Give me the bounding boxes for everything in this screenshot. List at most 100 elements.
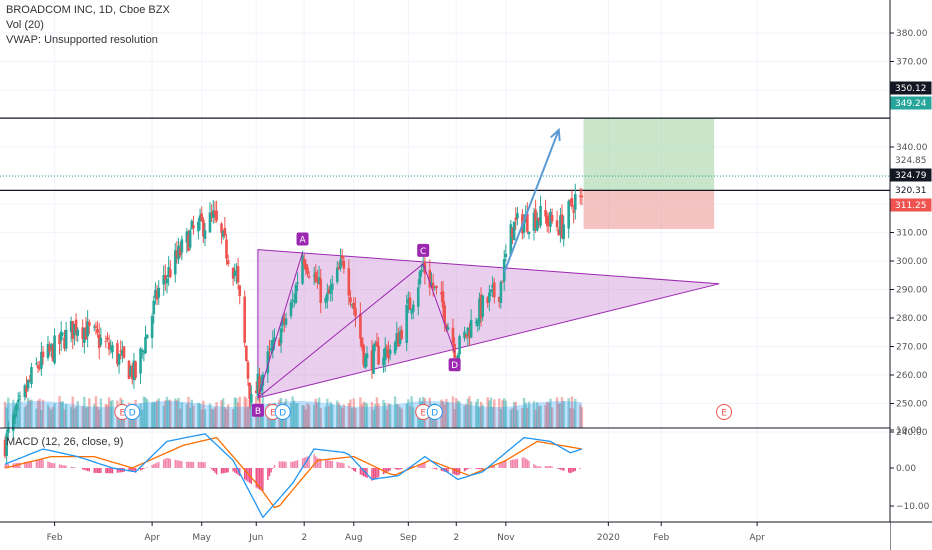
candle-body <box>294 284 298 303</box>
macd-line <box>4 433 583 519</box>
candle-body <box>354 307 357 317</box>
volume-bar <box>260 407 263 428</box>
price-tag <box>890 153 932 167</box>
candle-body <box>111 345 114 353</box>
candle-body <box>375 341 379 347</box>
volume-bar <box>572 408 575 428</box>
y-tick-label: 340.00 <box>896 143 928 153</box>
pattern-point-a <box>296 232 309 246</box>
volume-bar <box>35 408 38 428</box>
candle-body <box>279 328 283 344</box>
candle-body <box>393 342 397 354</box>
candle-body <box>451 327 455 344</box>
candle-body <box>486 297 489 304</box>
y-tick-label: 370.00 <box>896 58 928 68</box>
candle-body <box>59 331 63 341</box>
earnings-label: E <box>420 409 426 419</box>
pattern-label-d: D <box>451 361 458 371</box>
candle-body <box>53 335 56 364</box>
candle-body <box>249 394 253 403</box>
volume-bar <box>83 396 86 428</box>
candle-body <box>225 239 228 259</box>
candle-body <box>18 395 22 397</box>
candle-body <box>162 275 165 285</box>
volume-bar <box>293 400 296 428</box>
candle-body <box>169 269 172 278</box>
candle-body <box>210 213 213 215</box>
volume-bar <box>30 399 33 428</box>
candle-body <box>337 267 341 270</box>
volume-bar <box>145 399 149 428</box>
trend-arrow[interactable] <box>503 127 561 273</box>
volume-bar <box>512 402 516 428</box>
candle-body <box>317 277 321 285</box>
candle-body <box>76 329 80 336</box>
dividend-marker <box>426 404 443 420</box>
volume-bar <box>291 396 294 428</box>
candle-body <box>119 350 123 352</box>
volume-bar <box>202 400 205 428</box>
dividend-marker <box>124 404 141 420</box>
candle-body <box>15 403 18 411</box>
candle-body <box>550 215 554 222</box>
volume-bar <box>370 402 374 428</box>
horizontal-lines[interactable] <box>0 117 890 191</box>
dividend-marker <box>274 404 291 420</box>
candle-body <box>203 230 207 239</box>
volume-bar <box>64 404 68 428</box>
volume-bar <box>522 397 526 428</box>
candle-body <box>7 428 10 434</box>
long-position-tool[interactable] <box>583 118 715 229</box>
candle-body <box>64 329 68 349</box>
candle-body <box>197 221 200 232</box>
volume-bar <box>536 402 539 428</box>
candle-body <box>132 360 136 380</box>
candle-body <box>130 365 134 380</box>
volume-bar <box>385 409 389 428</box>
volume-bar <box>451 396 455 428</box>
volume-bar <box>248 399 251 428</box>
volume-bar <box>545 401 549 428</box>
candle-body <box>307 276 311 278</box>
candle-body <box>499 281 503 303</box>
candle-body <box>547 222 551 224</box>
candle-body <box>458 336 461 355</box>
volume-bar <box>301 405 304 428</box>
y-tick-label: 290.00 <box>896 286 928 296</box>
volume-bar <box>220 400 223 428</box>
candle-body <box>560 214 564 238</box>
candle-body <box>296 282 299 284</box>
candle-body <box>236 266 240 283</box>
candle-body <box>129 367 132 376</box>
candle-body <box>38 367 42 369</box>
volume-bar <box>464 404 468 428</box>
volume-bar <box>23 406 27 428</box>
price-tag-label: 349.24 <box>895 99 927 109</box>
volume-bar <box>400 408 403 428</box>
candle-body <box>188 230 192 248</box>
candle-body <box>167 267 170 277</box>
volume-bar <box>499 409 503 428</box>
x-tick-label: Nov <box>497 533 515 543</box>
volume-bar <box>476 398 479 428</box>
volume-bar <box>61 401 65 428</box>
candle-body <box>215 210 218 221</box>
volume-bar <box>200 409 203 428</box>
candle-body <box>430 282 433 287</box>
volume-bar <box>456 400 460 428</box>
candle-body <box>46 343 50 358</box>
candle-body <box>342 260 346 269</box>
candle-body <box>96 329 99 333</box>
abcd-pattern[interactable]: A B C D <box>251 232 461 417</box>
candle-body <box>173 250 177 275</box>
candle-body <box>407 298 410 304</box>
price-tag <box>890 198 932 212</box>
candle-body <box>142 352 146 354</box>
volume-bar <box>503 398 506 428</box>
volume-bar <box>550 407 554 428</box>
arrow-shaft <box>503 129 560 273</box>
candle-body <box>464 334 468 337</box>
price-tag-label: 320.31 <box>895 186 927 196</box>
volume-bar <box>408 406 412 428</box>
